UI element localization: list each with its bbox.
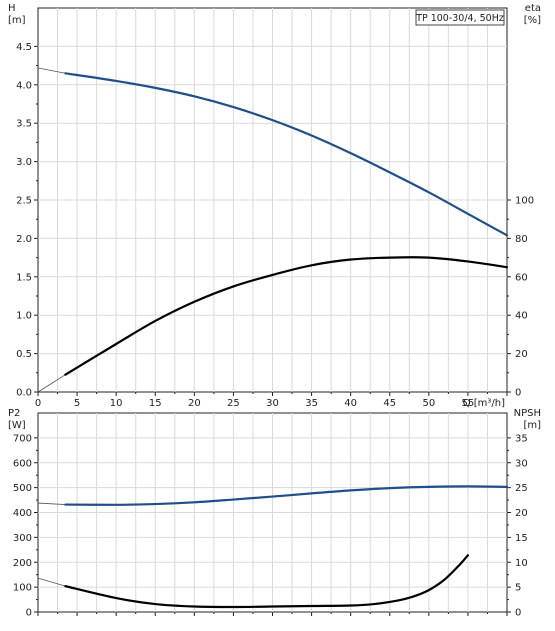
chart-title-box [415,9,505,26]
y2-tick-label: 20 [515,349,528,360]
y-tick-label: 3.5 [16,119,32,130]
y-tick-label: 1.5 [16,272,32,283]
series-extension-line [37,67,66,74]
x-tick-label: 40 [344,398,357,409]
y2-tick-label: 25 [515,483,528,494]
y2-tick-label: 40 [515,311,528,322]
y-tick-label: 400 [13,508,32,519]
y-tick-label: 200 [13,558,32,569]
y-tick-label: 0.5 [16,349,32,360]
y-tick-label: 600 [13,458,32,469]
series-line-2-2 [64,554,470,609]
x-tick-label: 10 [110,398,123,409]
series-extension-line [37,502,66,505]
y-tick-label: 0.0 [16,388,32,399]
y2-tick-label: 10 [515,558,528,569]
x-tick-label: 5 [74,398,80,409]
y-tick-label: 0 [26,608,32,619]
y-tick-label: 2.0 [16,234,32,245]
y2-tick-label: 35 [515,433,528,444]
chart-title: TP 100-30/4, 50Hz [415,13,504,24]
x-axis-label: Q [m³/h] [463,398,505,409]
x-tick-label: 15 [149,398,162,409]
series-line-1-1 [64,72,509,237]
y2-tick-label: 30 [515,458,528,469]
y2-tick-label: 15 [515,533,528,544]
x-tick-label: 0 [35,398,41,409]
x-tick-label: 25 [227,398,240,409]
y2-tick-label: 0 [515,608,521,619]
y-tick-label: 3.0 [16,157,32,168]
x-tick-label: 50 [422,398,435,409]
x-tick-label: 30 [266,398,279,409]
x-tick-label: 45 [383,398,396,409]
y2-tick-label: 0 [515,388,521,399]
series-extension-line [37,577,66,587]
y-axis-label: H [m] [8,3,26,26]
y2-tick-label: 5 [515,583,521,594]
x-tick-label: 35 [305,398,318,409]
x-tick-label: 20 [188,398,201,409]
series-line-2-1 [64,485,509,506]
y-tick-label: 4.0 [16,80,32,91]
series-extension-line [37,374,66,393]
y-axis-label: P2 [W] [8,408,26,431]
y-tick-label: 300 [13,533,32,544]
y2-tick-label: 80 [515,234,528,245]
y2-tick-label: 60 [515,272,528,283]
y2-tick-label: 20 [515,508,528,519]
series-line-1-2 [64,256,509,376]
x-tick-label: 55 [462,398,475,409]
y-tick-label: 4.5 [16,42,32,53]
y-tick-label: 1.0 [16,311,32,322]
y2-axis-label: NPSH [m] [514,408,541,431]
y-tick-label: 700 [13,433,32,444]
y-tick-label: 2.5 [16,196,32,207]
y2-tick-label: 100 [515,196,534,207]
y-tick-label: 500 [13,483,32,494]
y-tick-label: 100 [13,583,32,594]
y2-axis-label: eta [%] [524,3,541,26]
